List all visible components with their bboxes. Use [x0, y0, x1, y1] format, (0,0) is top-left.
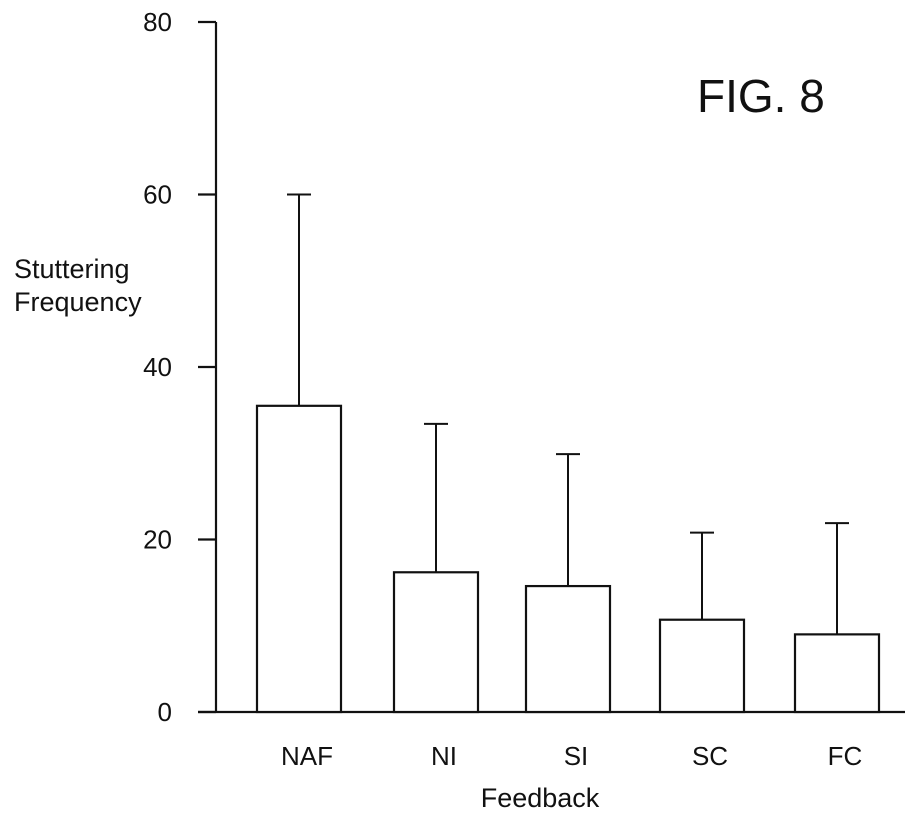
x-tick-label-fc: FC — [828, 741, 863, 771]
x-tick-label-si: SI — [564, 741, 589, 771]
bar-sc — [658, 618, 746, 714]
bars — [255, 404, 881, 714]
y-tick-label: 0 — [158, 697, 172, 727]
x-tick-label-naf: NAF — [281, 741, 333, 771]
y-axis-label-line-2: Frequency — [14, 287, 142, 317]
y-axis-label-line-1: Stuttering — [14, 254, 130, 284]
bar-naf — [255, 404, 343, 714]
bar-si — [524, 584, 612, 714]
error-bars — [287, 193, 849, 635]
x-tick-label-ni: NI — [431, 741, 457, 771]
x-axis-label: Feedback — [481, 783, 600, 813]
bar-fc — [793, 633, 881, 714]
figure-label: FIG. 8 — [697, 70, 825, 122]
x-tick-labels: NAF NI SI SC FC — [281, 741, 862, 771]
y-tick-label: 80 — [143, 7, 172, 37]
bar-ni — [392, 571, 480, 714]
y-tick-label: 60 — [143, 180, 172, 210]
y-ticks: 0 20 40 60 80 — [143, 7, 216, 727]
y-tick-label: 40 — [143, 352, 172, 382]
x-tick-label-sc: SC — [692, 741, 728, 771]
y-tick-label: 20 — [143, 525, 172, 555]
